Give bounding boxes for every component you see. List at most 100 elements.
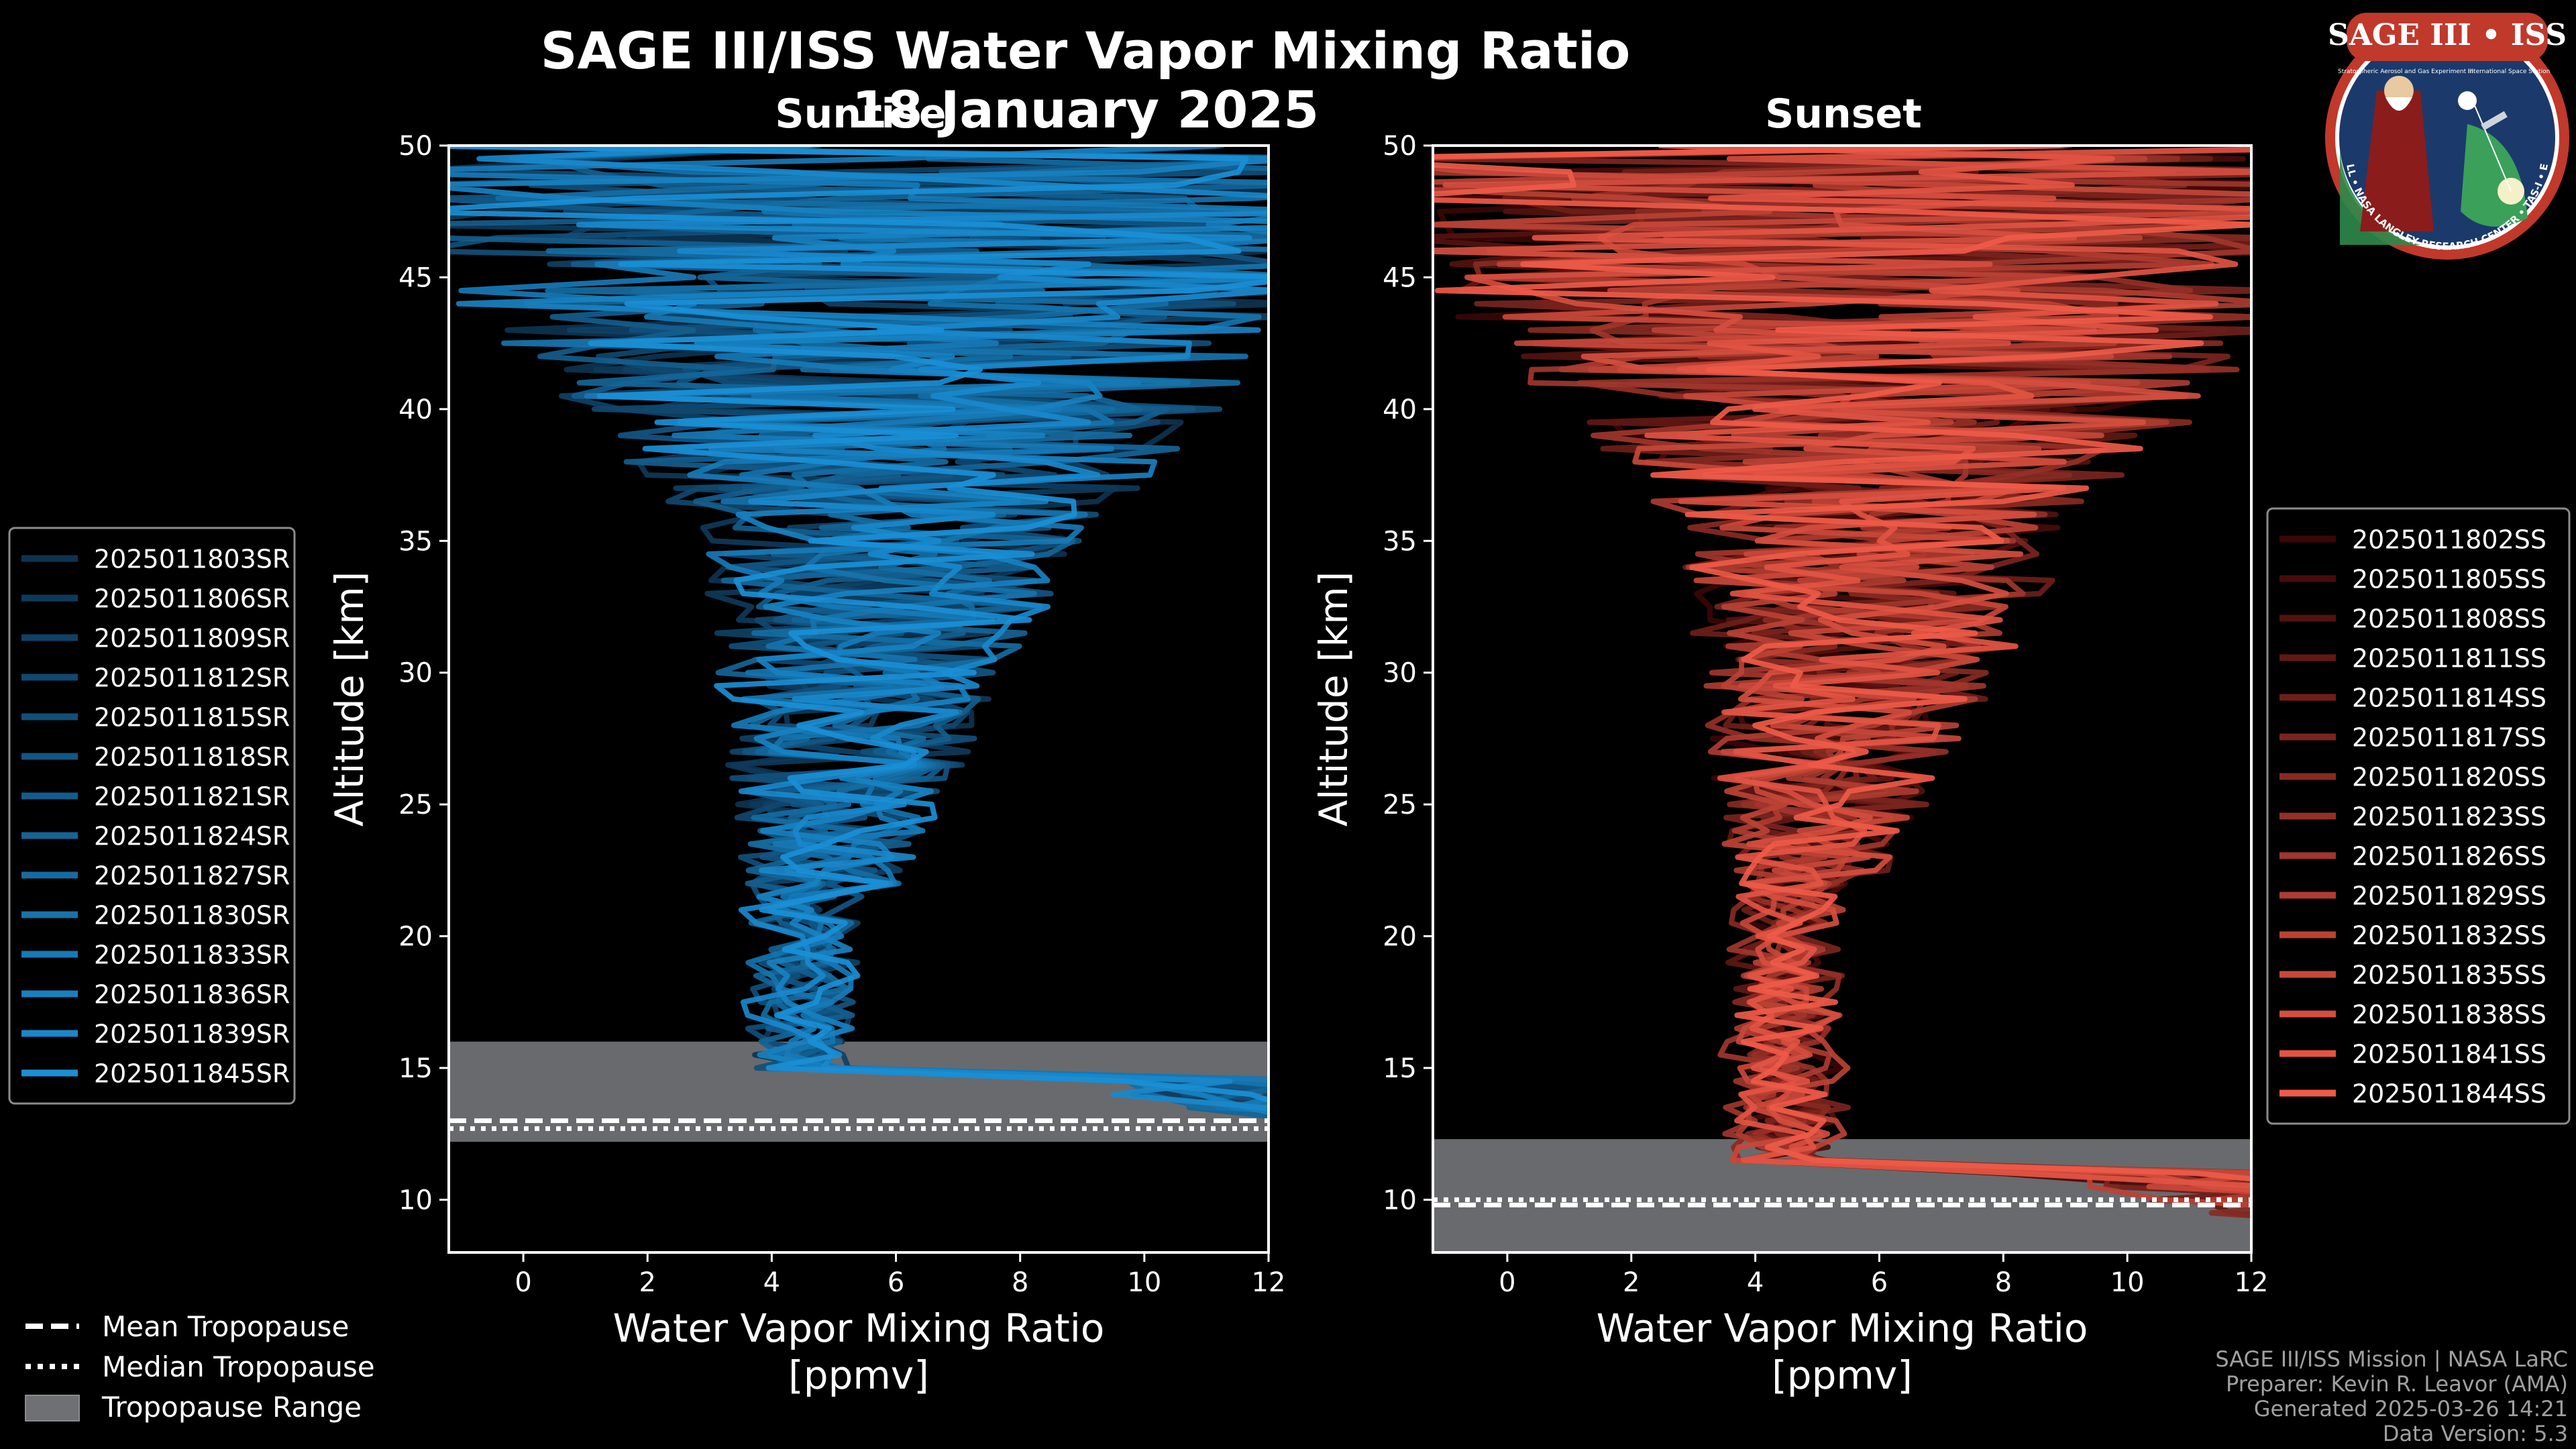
legend-label-2025011820SS: 2025011820SS [2352, 763, 2546, 792]
logo-figure [2360, 91, 2434, 231]
logo-iss [2481, 111, 2508, 131]
x-tick-label: 2 [639, 1267, 656, 1298]
x-tick-label: 4 [763, 1267, 780, 1298]
legend-label-2025011835SS: 2025011835SS [2352, 961, 2546, 990]
sunset-axes-frame [1432, 144, 2253, 1254]
figure-date: 18 January 2025 [852, 80, 1319, 140]
legend-label-2025011803SR: 2025011803SR [94, 545, 290, 574]
legend-label-2025011809SR: 2025011809SR [94, 624, 290, 653]
sunset-chart: 0 2 4 6 8 10 12 10 15 20 25 30 35 40 45 50 Water Vapor M… [1311, 131, 2269, 1398]
y-tick-label: 25 [398, 790, 433, 820]
x-tick-label: 8 [1995, 1267, 2012, 1298]
y-tick-label: 10 [1383, 1185, 1417, 1216]
x-tick-label: 12 [1252, 1267, 1286, 1298]
sunrise-chart: 0 2 4 6 8 10 12 10 15 20 25 30 35 40 45 50 Water Vapor M… [327, 131, 1286, 1398]
legend-label-2025011824SR: 2025011824SR [94, 822, 290, 851]
legend-label-2025011815SR: 2025011815SR [94, 703, 290, 733]
logo-earth [2340, 151, 2420, 245]
legend-label-2025011827SR: 2025011827SR [94, 861, 290, 891]
y-tick-label: 30 [398, 658, 433, 689]
sunset-plot-area [1433, 146, 2251, 1252]
footer-credits: SAGE III/ISS Mission | NASA LaRC Prepare… [2215, 1346, 2568, 1446]
profile-2025011844SS [1433, 146, 2251, 1182]
x-tick-label: 10 [1127, 1267, 1161, 1298]
logo-name: SAGE III • ISS [2328, 18, 2567, 52]
footer-mission: SAGE III/ISS Mission | NASA LaRC [2215, 1346, 2568, 1372]
legend-label-2025011844SS: 2025011844SS [2352, 1079, 2546, 1109]
profile-2025011826SS [1433, 146, 2251, 1188]
y-tick-label: 30 [1383, 658, 1417, 689]
sunset-y-axis-label: Altitude [km] [1311, 572, 1356, 826]
x-tick-label: 0 [515, 1267, 531, 1298]
legend-label-2025011841SS: 2025011841SS [2352, 1040, 2546, 1069]
y-tick-label: 50 [1383, 131, 1417, 162]
sunrise-legend-box [8, 527, 296, 1105]
profile-2025011841SS [1532, 146, 2251, 1189]
legend-label-2025011845SR: 2025011845SR [94, 1059, 290, 1089]
footer-version: Data Version: 5.3 [2383, 1421, 2568, 1446]
y-tick-label: 25 [1383, 790, 1417, 820]
legend-label-2025011812SR: 2025011812SR [94, 663, 290, 693]
sunrise-plot-area [449, 146, 1269, 1142]
sunset-legend-box [2266, 507, 2571, 1125]
y-tick-label: 35 [1383, 526, 1417, 557]
profile-2025011836SR [449, 146, 1269, 1115]
legend-label-2025011808SS: 2025011808SS [2352, 604, 2546, 634]
tropopause-range-legend-swatch [25, 1395, 80, 1421]
sage-iii-iss-logo: SAGE III • ISS Stratospheric Aerosol and… [2325, 13, 2569, 260]
sunrise-axes-frame [447, 144, 1270, 1254]
sunset-series-legend: 2025011802SS 2025011805SS 2025011808SS 2025… [2266, 507, 2571, 1125]
x-tick-label: 6 [888, 1267, 904, 1298]
footer-preparer: Preparer: Kevin R. Leavor (AMA) [2226, 1371, 2568, 1397]
sunrise-x-axis-label: Water Vapor Mixing Ratio [ppmv] [613, 1305, 1105, 1398]
legend-label-2025011806SR: 2025011806SR [94, 584, 290, 614]
footer-generated: Generated 2025-03-26 14:21 [2254, 1396, 2568, 1421]
legend-label-2025011818SR: 2025011818SR [94, 743, 290, 772]
profile-2025011832SS [1433, 146, 2251, 1208]
y-tick-label: 10 [398, 1185, 433, 1216]
y-tick-label: 35 [398, 526, 433, 557]
legend-label-2025011823SS: 2025011823SS [2352, 802, 2546, 832]
x-tick-label: 12 [2235, 1267, 2269, 1298]
sunrise-y-axis-label: Altitude [km] [327, 572, 372, 826]
y-tick-label: 15 [1383, 1053, 1417, 1084]
x-tick-label: 0 [1499, 1267, 1515, 1298]
sunrise-panel-title: Sunrise [775, 91, 946, 138]
legend-label-2025011814SS: 2025011814SS [2352, 684, 2546, 713]
profile-2025011845SR [449, 146, 1269, 1104]
sunset-x-axis-label: Water Vapor Mixing Ratio [ppmv] [1597, 1305, 2088, 1398]
mean-tropopause-legend-label: Mean Tropopause [102, 1310, 349, 1343]
legend-label-2025011802SS: 2025011802SS [2352, 525, 2546, 555]
legend-label-2025011830SR: 2025011830SR [94, 901, 290, 930]
logo-subtitle-left: Stratospheric Aerosol and Gas Experiment… [2338, 68, 2473, 75]
legend-label-2025011826SS: 2025011826SS [2352, 842, 2546, 871]
median-tropopause-legend-label: Median Tropopause [102, 1350, 375, 1383]
sunrise-series-legend: 2025011803SR 2025011806SR 2025011809SR 2025… [8, 527, 296, 1105]
x-tick-label: 10 [2110, 1267, 2145, 1298]
logo-figure-beard [2385, 97, 2412, 111]
legend-label-2025011821SR: 2025011821SR [94, 782, 290, 812]
logo-moon [2458, 91, 2477, 110]
legend-label-2025011805SS: 2025011805SS [2352, 565, 2546, 594]
logo-subtitle-right: International Space Station [2468, 68, 2551, 75]
legend-label-2025011838SS: 2025011838SS [2352, 1000, 2546, 1030]
legend-label-2025011829SS: 2025011829SS [2352, 881, 2546, 911]
legend-label-2025011832SS: 2025011832SS [2352, 921, 2546, 951]
figure-title: SAGE III/ISS Water Vapor Mixing Ratio [541, 21, 1631, 80]
x-tick-label: 6 [1871, 1267, 1888, 1298]
sunset-panel-title: Sunset [1765, 91, 1922, 138]
y-tick-label: 40 [1383, 394, 1417, 425]
x-tick-label: 2 [1623, 1267, 1640, 1298]
logo-banner [2347, 13, 2548, 61]
y-tick-label: 45 [398, 262, 433, 293]
legend-label-2025011811SS: 2025011811SS [2352, 644, 2546, 674]
y-tick-label: 20 [398, 922, 433, 953]
logo-ray [2473, 103, 2512, 192]
y-tick-label: 15 [398, 1053, 433, 1084]
y-tick-label: 20 [1383, 922, 1417, 953]
tropopause-legend: Mean Tropopause Median Tropopause Tropop… [25, 1310, 375, 1424]
legend-label-2025011817SS: 2025011817SS [2352, 723, 2546, 753]
y-tick-label: 45 [1383, 262, 1417, 293]
x-tick-label: 8 [1012, 1267, 1028, 1298]
